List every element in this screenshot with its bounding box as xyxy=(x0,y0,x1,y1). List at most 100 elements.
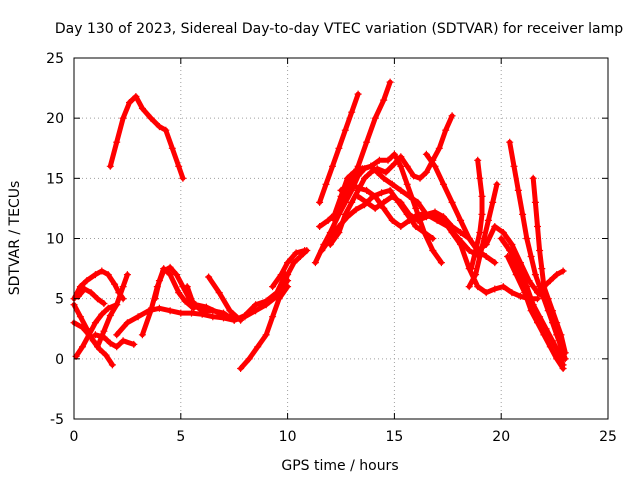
data-point xyxy=(81,285,89,293)
data-point xyxy=(437,259,445,267)
data-series-s4 xyxy=(72,301,121,360)
data-point xyxy=(390,160,398,168)
data-point xyxy=(79,324,86,331)
y-axis-label: SDTVAR / TECUs xyxy=(7,181,23,296)
data-point xyxy=(508,289,516,297)
data-point xyxy=(237,316,245,324)
data-point xyxy=(375,156,383,164)
data-point xyxy=(138,105,146,112)
data-point xyxy=(179,174,187,182)
data-point xyxy=(252,301,260,309)
data-point xyxy=(397,223,405,230)
data-point xyxy=(491,259,499,267)
data-point xyxy=(85,331,93,339)
data-point xyxy=(512,271,520,279)
data-point xyxy=(284,271,292,279)
data-point xyxy=(275,295,283,303)
data-point xyxy=(538,265,546,273)
data-point xyxy=(378,189,386,197)
data-point xyxy=(553,355,561,363)
data-series-s25 xyxy=(467,156,486,273)
data-point xyxy=(337,186,345,194)
data-point xyxy=(160,265,168,273)
data-point xyxy=(245,355,253,363)
data-point xyxy=(252,307,260,315)
data-point xyxy=(76,313,84,321)
data-series-s15 xyxy=(269,247,309,291)
data-point xyxy=(348,108,356,116)
data-point xyxy=(422,150,430,158)
data-point xyxy=(215,289,223,297)
data-point xyxy=(337,198,345,206)
data-point xyxy=(277,271,285,279)
data-point xyxy=(506,138,514,146)
data-point xyxy=(94,295,101,303)
data-point xyxy=(493,180,501,188)
series-line xyxy=(107,94,186,181)
data-point xyxy=(209,313,217,321)
data-point xyxy=(348,198,356,206)
data-point xyxy=(544,295,552,303)
data-series-s5 xyxy=(74,285,108,307)
data-point xyxy=(380,198,388,206)
data-point xyxy=(108,361,116,369)
data-point xyxy=(354,90,362,98)
data-point xyxy=(508,241,516,248)
data-point xyxy=(341,210,349,218)
data-series-s14 xyxy=(277,247,311,297)
series-line xyxy=(541,268,566,290)
data-point xyxy=(119,283,127,291)
data-point xyxy=(403,180,411,188)
data-point xyxy=(542,325,550,333)
data-point xyxy=(510,162,518,170)
data-point xyxy=(491,223,499,230)
data-point xyxy=(476,253,484,260)
data-point xyxy=(549,337,556,345)
data-point xyxy=(130,340,138,348)
data-point xyxy=(474,283,482,291)
data-point xyxy=(367,168,375,176)
data-point xyxy=(484,216,492,224)
data-point xyxy=(269,283,277,291)
data-series-s26 xyxy=(465,180,501,291)
data-series-s24 xyxy=(422,150,550,303)
y-tick-label: 0 xyxy=(55,352,64,368)
data-point xyxy=(83,277,91,285)
data-point xyxy=(361,174,368,182)
data-point xyxy=(209,307,217,315)
data-point xyxy=(371,204,379,212)
data-point xyxy=(262,297,270,305)
series-line xyxy=(332,79,393,223)
series-line xyxy=(507,139,568,362)
data-point xyxy=(113,343,121,351)
data-series-s6 xyxy=(91,331,138,351)
data-point xyxy=(181,297,189,305)
data-point xyxy=(155,304,163,312)
data-point xyxy=(220,309,227,317)
data-point xyxy=(119,114,127,122)
data-point xyxy=(326,241,334,248)
data-point xyxy=(431,210,439,218)
data-point xyxy=(529,174,537,182)
data-point xyxy=(465,235,473,242)
data-point xyxy=(138,331,146,339)
data-point xyxy=(531,198,539,206)
data-point xyxy=(329,162,336,170)
y-tick-label: 15 xyxy=(46,171,64,187)
data-point xyxy=(476,174,484,182)
data-point xyxy=(106,162,114,170)
data-point xyxy=(155,277,163,285)
data-point xyxy=(290,259,298,267)
data-point xyxy=(527,253,535,260)
data-point xyxy=(388,180,396,188)
data-point xyxy=(523,235,531,242)
data-point xyxy=(559,365,567,372)
data-point xyxy=(429,247,437,254)
data-point xyxy=(435,144,443,152)
data-point xyxy=(448,229,456,236)
data-point xyxy=(476,229,484,236)
data-point xyxy=(119,337,127,345)
data-point xyxy=(98,310,106,318)
data-point xyxy=(489,198,497,206)
